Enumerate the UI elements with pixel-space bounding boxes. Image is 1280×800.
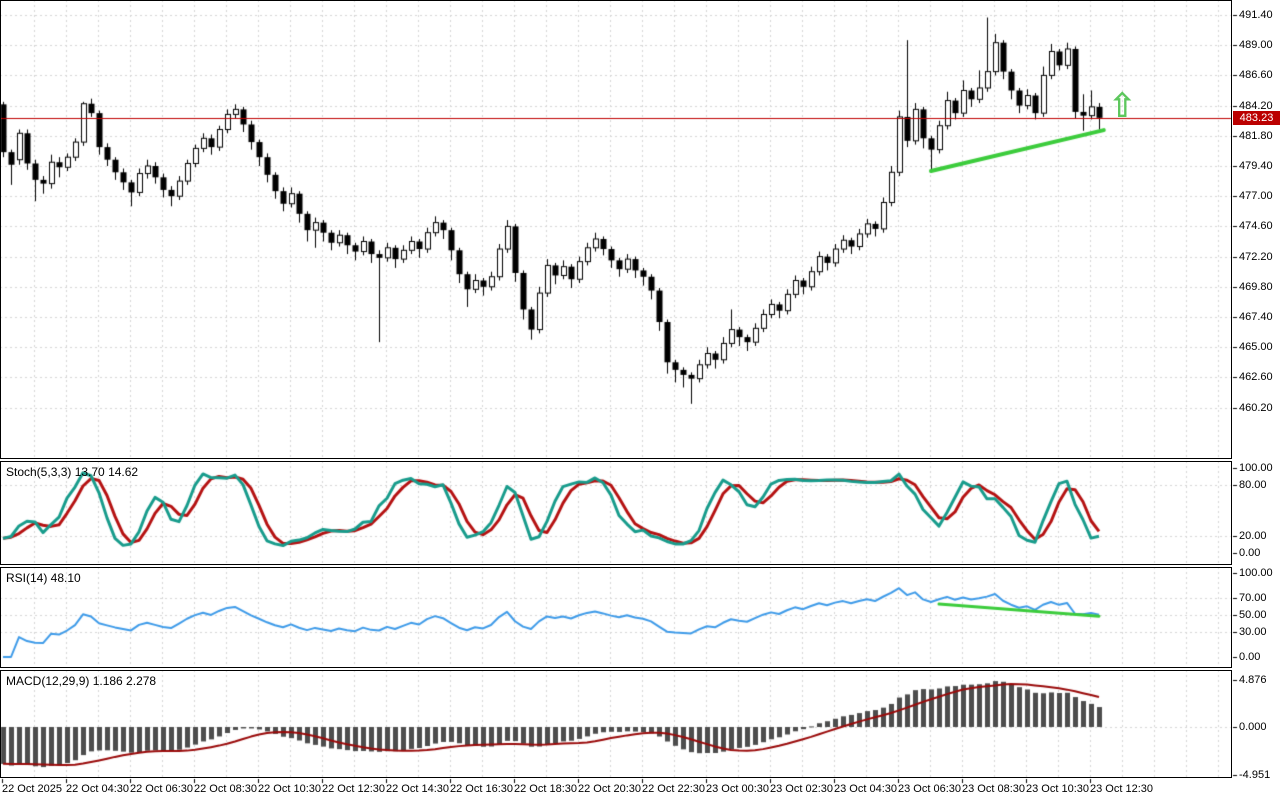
price-axis-label: 462.60 — [1239, 371, 1273, 384]
rsi-axis-label: 50.00 — [1239, 609, 1267, 621]
rsi-axis-label: 100.00 — [1239, 567, 1273, 579]
macd-axis-label: 4.876 — [1239, 674, 1267, 687]
time-axis-label: 22 Oct 04:30 — [66, 783, 129, 795]
time-axis-label: 23 Oct 00:30 — [706, 783, 769, 795]
time-axis-label: 22 Oct 18:30 — [514, 783, 577, 795]
time-axis-label: 23 Oct 08:30 — [962, 783, 1025, 795]
time-axis-label: 23 Oct 06:30 — [898, 783, 961, 795]
price-axis-label: 469.80 — [1239, 280, 1273, 293]
price-axis-label: 465.00 — [1239, 341, 1273, 354]
rsi-axis-label: 0.00 — [1239, 651, 1261, 663]
rsi-axis-label: 30.00 — [1239, 625, 1267, 638]
stoch-axis-label: 0.00 — [1239, 547, 1261, 559]
time-axis-label: 23 Oct 02:30 — [770, 783, 833, 795]
time-axis-label: 23 Oct 10:30 — [1026, 783, 1089, 795]
rsi-axis-label: 70.00 — [1239, 592, 1267, 605]
price-axis-label: 486.60 — [1239, 69, 1273, 82]
time-axis-label: 22 Oct 16:30 — [450, 783, 513, 795]
stochastic-panel[interactable]: Stoch(5,3,3) 13.70 14.62 — [0, 461, 1232, 565]
macd-panel[interactable]: MACD(12,29,9) 1.186 2.278 — [0, 670, 1232, 778]
price-axis-label: 479.40 — [1239, 159, 1273, 172]
time-axis-label: 23 Oct 12:30 — [1090, 783, 1153, 795]
time-axis-label: 22 Oct 2025 — [2, 783, 62, 795]
rsi-panel-label: RSI(14) 48.10 — [6, 571, 81, 585]
price-axis-label: 484.20 — [1239, 99, 1273, 112]
stoch-axis-label: 80.00 — [1239, 479, 1267, 491]
stoch-axis-label: 20.00 — [1239, 530, 1267, 542]
price-axis-label: 489.00 — [1239, 39, 1273, 52]
price-axis-label: 477.00 — [1239, 190, 1273, 203]
price-axis-label: 481.80 — [1239, 129, 1273, 142]
price-axis-label: 467.40 — [1239, 310, 1273, 323]
price-axis-label: 491.40 — [1239, 9, 1273, 21]
price-axis-label: 474.60 — [1239, 220, 1273, 233]
stochastic-panel-label: Stoch(5,3,3) 13.70 14.62 — [6, 465, 139, 479]
price-axis-label: 472.20 — [1239, 250, 1273, 263]
stoch-axis-label: 100.00 — [1239, 462, 1273, 474]
time-axis-label: 22 Oct 20:30 — [578, 783, 641, 795]
time-axis-label: 23 Oct 04:30 — [834, 783, 897, 795]
time-axis-label: 22 Oct 14:30 — [386, 783, 449, 795]
time-axis-label: 22 Oct 08:30 — [194, 783, 257, 795]
time-axis-label: 22 Oct 10:30 — [258, 783, 321, 795]
macd-panel-label: MACD(12,29,9) 1.186 2.278 — [6, 674, 157, 688]
current-price-badge: 483.23 — [1233, 110, 1280, 125]
time-axis-label: 22 Oct 12:30 — [322, 783, 385, 795]
main-chart-panel[interactable] — [0, 0, 1232, 459]
time-axis-label: 22 Oct 06:30 — [130, 783, 193, 795]
rsi-panel[interactable]: RSI(14) 48.10 — [0, 567, 1232, 668]
price-axis-label: 460.20 — [1239, 401, 1273, 414]
up-arrow-icon[interactable]: ⇧ — [1108, 86, 1137, 126]
macd-axis-label: -4.951 — [1239, 768, 1271, 781]
macd-axis-label: 0.000 — [1239, 721, 1267, 733]
time-axis-label: 22 Oct 22:30 — [642, 783, 705, 795]
